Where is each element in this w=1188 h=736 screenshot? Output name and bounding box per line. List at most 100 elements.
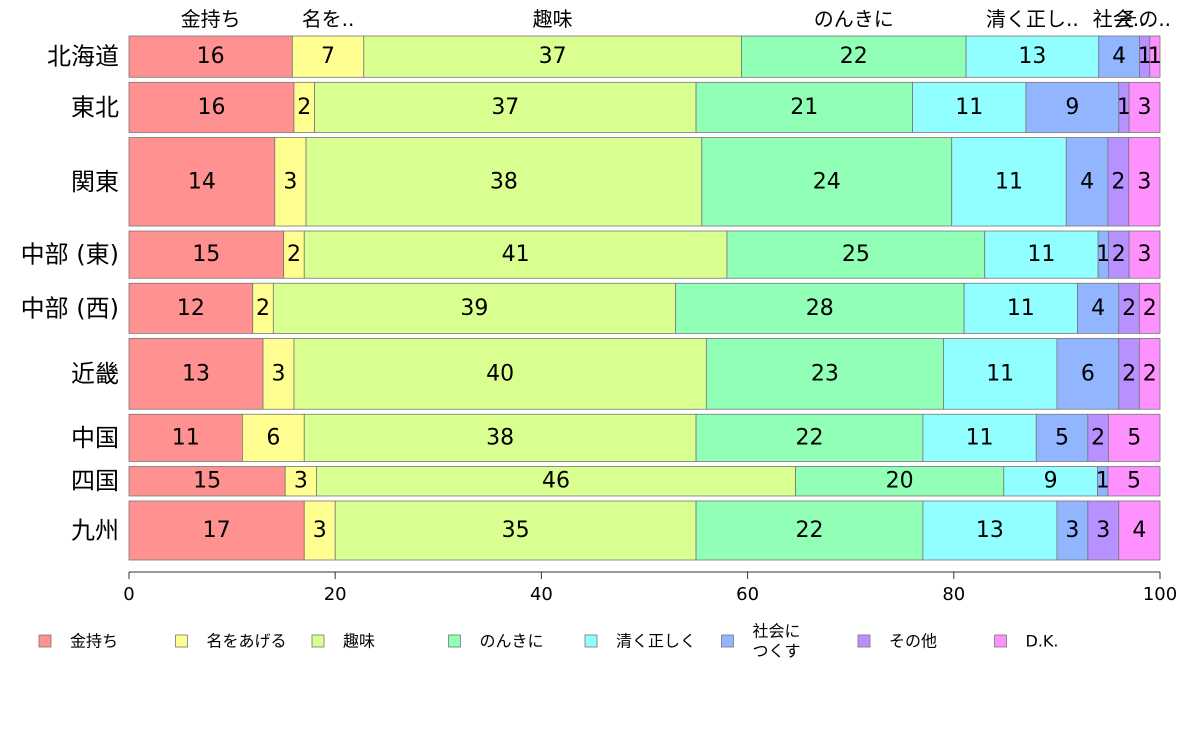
row-label: 関東: [71, 168, 119, 196]
data-label: 1: [1148, 44, 1162, 69]
data-label: 17: [203, 518, 231, 543]
bar-segment: [1138, 338, 1161, 410]
x-axis: 0 20 40 60 80 100: [123, 571, 1177, 605]
bar-segment: [951, 137, 1067, 227]
data-label: 38: [490, 169, 518, 194]
bar-segment: [912, 81, 1027, 133]
bar-segment: [1128, 81, 1161, 133]
legend-label: その他: [889, 632, 937, 651]
data-label: 2: [1112, 242, 1126, 267]
legend-swatch: [584, 634, 598, 648]
bar-segment: [1128, 230, 1161, 279]
data-label: 11: [1007, 296, 1035, 321]
row-label: 中部 (東): [21, 241, 119, 269]
data-label: 3: [1065, 518, 1079, 543]
x-tick-label: 0: [123, 584, 134, 605]
data-label: 7: [321, 44, 335, 69]
data-label: 22: [795, 518, 823, 543]
data-label: 4: [1091, 296, 1105, 321]
data-label: 2: [1111, 169, 1125, 194]
column-label: 金持ち: [181, 7, 241, 31]
legend-swatch: [38, 634, 52, 648]
data-label: 3: [1137, 169, 1151, 194]
bar-segment: [963, 282, 1078, 334]
bar-segment: [128, 282, 254, 334]
data-label: 22: [840, 44, 868, 69]
data-label: 11: [955, 95, 983, 120]
data-label: 1: [1138, 44, 1152, 69]
bar-segment: [695, 500, 924, 561]
row-label: 中部 (西): [21, 294, 119, 322]
bar-segment: [1035, 413, 1089, 462]
bar-segment: [128, 81, 295, 133]
bar-segment: [128, 500, 305, 561]
x-tick-label: 100: [1143, 584, 1177, 605]
legend-swatch: [175, 634, 188, 648]
data-label: 14: [188, 169, 216, 194]
data-label: 1: [1096, 242, 1110, 267]
data-label: 2: [1122, 296, 1136, 321]
data-label: 5: [1055, 425, 1069, 450]
x-tick-label: 60: [736, 584, 759, 605]
data-label: 40: [486, 361, 514, 386]
bar-segment: [1087, 500, 1120, 561]
row-label: 近畿: [71, 360, 119, 388]
data-label: 15: [193, 469, 221, 494]
data-label: 13: [976, 518, 1004, 543]
bar-segment: [695, 81, 913, 133]
legend-swatch: [311, 634, 325, 648]
bar-segment: [1056, 500, 1089, 561]
legend-swatch: [721, 634, 734, 648]
data-label: 2: [256, 296, 270, 321]
bar-segment: [1098, 35, 1140, 78]
legend-label: 社会に: [753, 622, 801, 641]
bar-segment: [291, 35, 365, 78]
data-label: 22: [795, 425, 823, 450]
data-label: 39: [460, 296, 488, 321]
bar-segment: [1108, 413, 1161, 462]
data-label: 12: [177, 296, 205, 321]
data-label: 38: [486, 425, 514, 450]
column-label: 名を..: [302, 7, 355, 31]
bar-segment: [726, 230, 986, 279]
data-label: 11: [986, 361, 1014, 386]
data-label: 4: [1132, 518, 1146, 543]
bar-segment: [675, 282, 965, 334]
legend-swatch: [857, 634, 871, 648]
bar-segment: [334, 500, 697, 561]
x-tick-label: 20: [324, 584, 347, 605]
bar-segment: [272, 282, 676, 334]
data-label: 37: [539, 44, 567, 69]
bar-segment: [316, 466, 796, 497]
bar-segment: [965, 35, 1100, 78]
bar-segment: [303, 500, 336, 561]
data-label: 35: [502, 518, 530, 543]
legend-label: 名をあげる: [207, 632, 287, 651]
bar-segment: [128, 338, 264, 410]
data-label: 16: [197, 44, 225, 69]
bar-segment: [293, 338, 707, 410]
legend-label: 趣味: [343, 632, 375, 651]
bar-segment: [1065, 137, 1109, 227]
data-label: 21: [790, 95, 818, 120]
x-tick-label: 40: [530, 584, 553, 605]
data-label: 3: [1138, 242, 1152, 267]
data-label: 16: [197, 95, 225, 120]
data-label: 20: [886, 469, 914, 494]
row-label: 東北: [71, 93, 119, 121]
data-label: 1: [1096, 469, 1110, 494]
x-tick-label: 80: [942, 584, 965, 605]
data-label: 2: [1143, 296, 1157, 321]
bar-segment: [1138, 282, 1161, 334]
legend-label: つくす: [753, 642, 801, 661]
column-label: 清く正し..: [986, 7, 1079, 31]
row-label: 四国: [71, 467, 119, 495]
data-label: 3: [283, 169, 297, 194]
data-label: 9: [1065, 95, 1079, 120]
data-label: 2: [1143, 361, 1157, 386]
bar-segment: [1149, 35, 1161, 78]
bar-segment: [1077, 282, 1120, 334]
column-label: その..: [1118, 7, 1171, 31]
